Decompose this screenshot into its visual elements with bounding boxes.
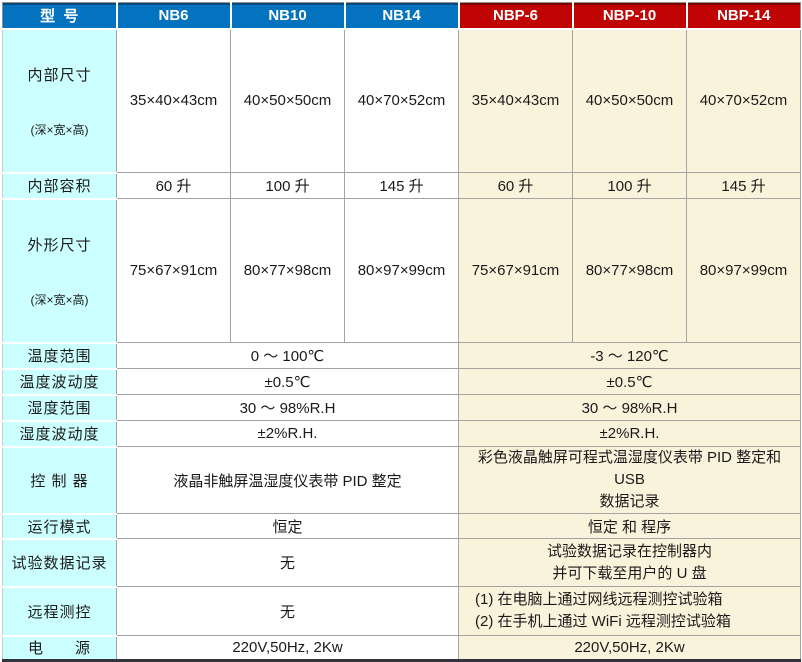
run-mode-nb-cell: 恒定 — [116, 513, 459, 539]
row-label-volume: 内部容积 — [2, 171, 117, 200]
temp-range-nbp-cell: -3 ～ 120℃ — [458, 342, 801, 369]
inner-size-nb14-cell: 40×70×52cm — [344, 28, 459, 173]
outer-size-nbp10-cell: 80×77×98cm — [572, 198, 687, 343]
power-nb-cell: 220V,50Hz, 2Kw — [116, 635, 459, 661]
table-row-temp-fluct: 温度波动度 ±0.5℃ ±0.5℃ — [2, 367, 801, 396]
column-header-nbp14: NBP-14 — [685, 2, 801, 30]
column-header-model: 型 号 — [2, 2, 117, 30]
outer-size-nbp14-cell: 80×97×99cm — [686, 198, 801, 343]
column-header-nb10: NB10 — [229, 2, 345, 30]
table-header-row: 型 号 NB6 NB10 NB14 NBP-6 NBP-10 NBP-14 — [2, 2, 801, 30]
table-row-remote: 远程测控 无 (1) 在电脑上通过网线远程测控试验箱 (2) 在手机上通过 Wi… — [2, 585, 801, 637]
table-row-outer-size: 外形尺寸 (深×宽×高) 75×67×91cm 80×77×98cm 80×97… — [2, 197, 801, 344]
volume-nb6-cell: 60 升 — [116, 172, 231, 199]
temp-fluct-nbp-cell: ±0.5℃ — [458, 368, 801, 395]
data-record-nb-cell: 无 — [116, 538, 459, 587]
table-row-humi-fluct: 湿度波动度 ±2%R.H. ±2%R.H. — [2, 419, 801, 448]
row-label-outer-size: 外形尺寸 (深×宽×高) — [2, 197, 117, 344]
row-label-humi-fluct: 湿度波动度 — [2, 419, 117, 448]
table-row-volume: 内部容积 60 升 100 升 145 升 60 升 100 升 145 升 — [2, 171, 801, 200]
column-header-nb14: NB14 — [343, 2, 459, 30]
outer-size-nb14-cell: 80×97×99cm — [344, 198, 459, 343]
humi-range-nbp-cell: 30 ～ 98%R.H — [458, 394, 801, 421]
inner-size-nb10-cell: 40×50×50cm — [230, 28, 345, 173]
row-label-inner-size: 内部尺寸 (深×宽×高) — [2, 27, 117, 174]
remote-nbp-cell: (1) 在电脑上通过网线远程测控试验箱 (2) 在手机上通过 WiFi 远程测控… — [458, 586, 801, 636]
temp-fluct-nb-cell: ±0.5℃ — [116, 368, 459, 395]
volume-nbp14-cell: 145 升 — [686, 172, 801, 199]
volume-nbp6-cell: 60 升 — [458, 172, 573, 199]
table-row-humi-range: 湿度范围 30 ～ 98%R.H 30 ～ 98%R.H — [2, 393, 801, 422]
power-nbp-cell: 220V,50Hz, 2Kw — [458, 635, 801, 661]
column-header-nb6: NB6 — [115, 2, 231, 30]
outer-size-nbp6-cell: 75×67×91cm — [458, 198, 573, 343]
data-record-nbp-cell: 试验数据记录在控制器内 并可下载至用户的 U 盘 — [458, 538, 801, 587]
table-row-run-mode: 运行模式 恒定 恒定 和 程序 — [2, 512, 801, 540]
inner-size-nbp14-cell: 40×70×52cm — [686, 28, 801, 173]
humi-range-nb-cell: 30 ～ 98%R.H — [116, 394, 459, 421]
inner-size-nbp10-cell: 40×50×50cm — [572, 28, 687, 173]
row-label-humi-range: 湿度范围 — [2, 393, 117, 422]
outer-size-nb10-cell: 80×77×98cm — [230, 198, 345, 343]
temp-range-nb-cell: 0 ～ 100℃ — [116, 342, 459, 369]
row-label-subtext: (深×宽×高) — [30, 292, 89, 307]
volume-nbp10-cell: 100 升 — [572, 172, 687, 199]
run-mode-nbp-cell: 恒定 和 程序 — [458, 513, 801, 539]
humi-fluct-nb-cell: ±2%R.H. — [116, 420, 459, 447]
row-label-data-record: 试验数据记录 — [2, 537, 117, 588]
row-label-temp-fluct: 温度波动度 — [2, 367, 117, 396]
row-label-subtext: (深×宽×高) — [30, 122, 89, 137]
column-header-nbp6: NBP-6 — [457, 2, 573, 30]
table-row-power: 电 源 220V,50Hz, 2Kw 220V,50Hz, 2Kw — [2, 634, 801, 662]
row-label-text: 外形尺寸 — [27, 236, 92, 254]
row-label-remote: 远程测控 — [2, 585, 117, 637]
volume-nb10-cell: 100 升 — [230, 172, 345, 199]
outer-size-nb6-cell: 75×67×91cm — [116, 198, 231, 343]
table-row-temp-range: 温度范围 0 ～ 100℃ -3 ～ 120℃ — [2, 341, 801, 370]
humi-fluct-nbp-cell: ±2%R.H. — [458, 420, 801, 447]
row-label-text: 内部尺寸 — [27, 66, 92, 84]
row-label-run-mode: 运行模式 — [2, 512, 117, 540]
inner-size-nbp6-cell: 35×40×43cm — [458, 28, 573, 173]
table-row-inner-size: 内部尺寸 (深×宽×高) 35×40×43cm 40×50×50cm 40×70… — [2, 27, 801, 174]
inner-size-nb6-cell: 35×40×43cm — [116, 28, 231, 173]
column-header-nbp10: NBP-10 — [571, 2, 687, 30]
volume-nb14-cell: 145 升 — [344, 172, 459, 199]
row-label-temp-range: 温度范围 — [2, 341, 117, 370]
remote-nb-cell: 无 — [116, 586, 459, 636]
table-row-data-record: 试验数据记录 无 试验数据记录在控制器内 并可下载至用户的 U 盘 — [2, 537, 801, 588]
row-label-power: 电 源 — [2, 634, 117, 662]
